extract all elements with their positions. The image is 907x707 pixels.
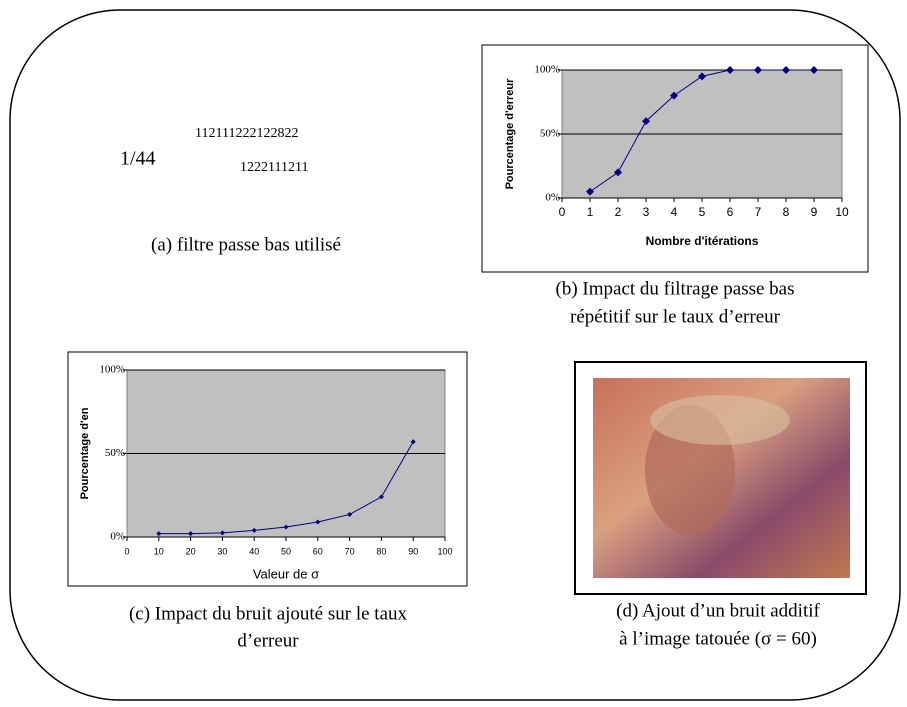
marker	[283, 524, 289, 530]
x-tick-label: 6	[727, 205, 734, 219]
x-tick-label: 10	[835, 205, 849, 219]
x-tick-label: 60	[313, 546, 323, 556]
x-tick-label: 5	[699, 205, 706, 219]
caption: d’erreur	[237, 630, 299, 651]
marker	[156, 531, 162, 537]
x-tick-label: 8	[783, 205, 790, 219]
outer-frame	[9, 9, 901, 701]
x-tick-label: 20	[186, 546, 196, 556]
marker	[670, 91, 678, 100]
x-axis-label: Valeur de σ	[253, 566, 319, 581]
x-tick-label: 40	[249, 546, 259, 556]
y-axis-label: Pourcentage d'en	[79, 407, 91, 499]
caption: (b) Impact du filtrage passe bas	[556, 278, 795, 299]
marker	[315, 519, 321, 525]
x-tick-label: 1	[587, 205, 594, 219]
x-tick-label: 4	[671, 205, 678, 219]
x-tick-label: 80	[376, 546, 386, 556]
marker	[782, 66, 790, 74]
marker	[347, 511, 353, 517]
caption: répétitif sur le taux d’erreur	[570, 306, 781, 327]
marker	[378, 494, 384, 500]
marker	[726, 66, 734, 74]
x-tick-label: 7	[755, 205, 762, 219]
marker	[410, 439, 416, 445]
x-tick-label: 10	[154, 546, 164, 556]
x-tick-label: 100	[437, 546, 452, 556]
x-axis-label: Nombre d'itérations	[646, 234, 759, 248]
y-tick-label: 0%	[110, 531, 125, 543]
x-tick-label: 50	[281, 546, 291, 556]
y-tick-label: 0%	[545, 192, 560, 204]
y-tick-label: 100%	[534, 64, 560, 76]
x-tick-label: 0	[124, 546, 129, 556]
marker	[614, 168, 622, 177]
caption: à l’image tatouée (σ = 60)	[619, 628, 817, 649]
marker	[219, 530, 225, 536]
x-tick-label: 30	[217, 546, 227, 556]
marker	[698, 72, 706, 81]
x-tick-label: 90	[408, 546, 418, 556]
x-tick-label: 70	[345, 546, 355, 556]
y-axis-label: Pourcentage d'erreur	[504, 78, 516, 190]
image-detail	[650, 395, 790, 445]
caption: (a) filtre passe bas utilisé	[151, 234, 341, 255]
x-tick-label: 9	[811, 205, 818, 219]
x-tick-label: 2	[615, 205, 622, 219]
marker	[586, 187, 594, 196]
filter-fraction: 1/44	[120, 148, 156, 170]
marker	[642, 117, 650, 126]
marker	[754, 66, 762, 74]
marker	[188, 531, 194, 537]
filter-row: 1222111211	[240, 160, 308, 175]
y-tick-label: 50%	[540, 128, 560, 140]
x-tick-label: 3	[643, 205, 650, 219]
caption: (d) Ajout d’un bruit additif	[616, 600, 820, 621]
y-tick-label: 50%	[105, 447, 125, 459]
caption: (c) Impact du bruit ajouté sur le taux	[129, 603, 408, 624]
marker	[251, 527, 257, 533]
x-tick-label: 0	[559, 205, 566, 219]
marker	[810, 66, 818, 74]
y-tick-label: 100%	[99, 364, 125, 376]
filter-row: 112111222122822	[195, 126, 298, 141]
